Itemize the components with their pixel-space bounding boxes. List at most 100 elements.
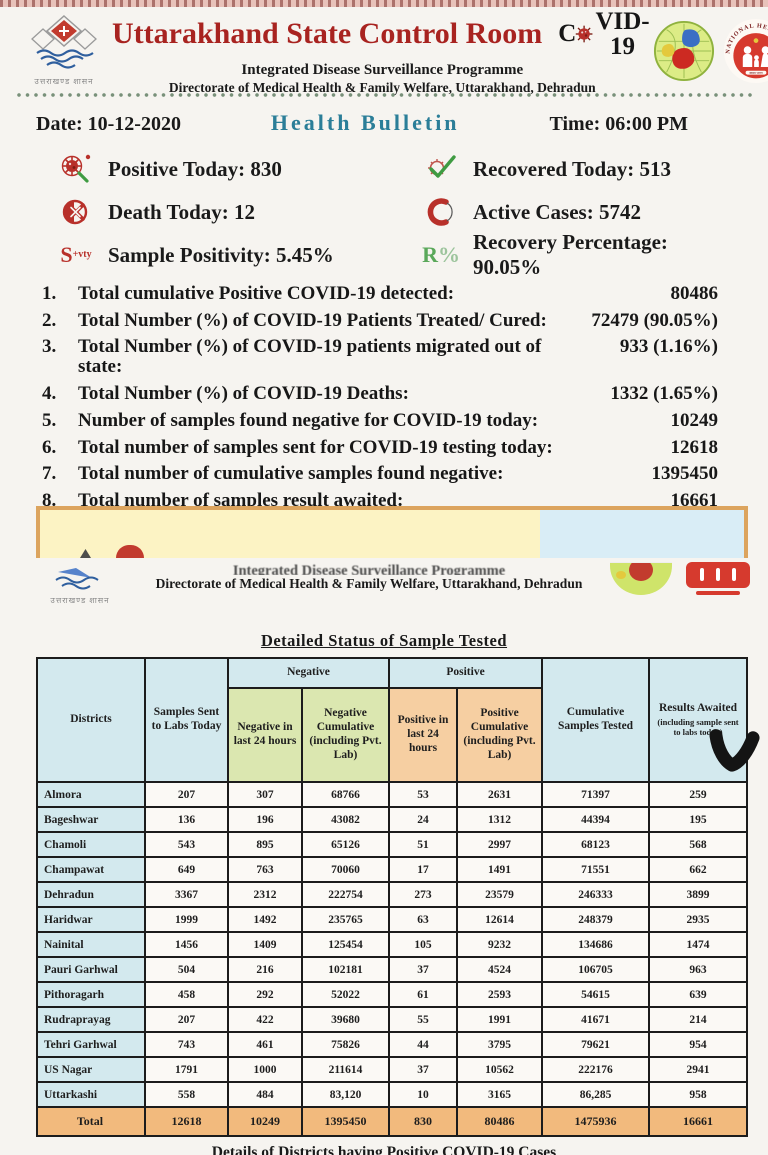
list-value: 72479 (90.05%) <box>591 309 718 331</box>
value-cell: 10562 <box>456 1056 544 1083</box>
list-item: 1. Total cumulative Positive COVID-19 det… <box>42 284 718 304</box>
value-cell: 51 <box>388 831 459 858</box>
value-cell: 248379 <box>541 906 651 933</box>
list-num: 3. <box>42 336 57 358</box>
list-num: 2. <box>42 309 57 331</box>
district-cell: Bageshwar <box>36 806 146 833</box>
value-cell: 196 <box>227 806 303 833</box>
list-text: Number of samples found negative for COV… <box>78 409 539 431</box>
value-cell: 68766 <box>300 781 391 808</box>
stat-value: 5742 <box>598 199 641 224</box>
col-header-cumulative: Cumulative Samples Tested <box>541 657 651 783</box>
value-cell: 246333 <box>541 881 651 908</box>
value-cell: 39680 <box>300 1006 391 1033</box>
stat-value: 90.05% <box>473 255 542 279</box>
stat-label: Recovered Today: <box>473 156 635 181</box>
list-item: 6. Total number of samples sent for COVID… <box>42 437 718 458</box>
value-cell: 71551 <box>541 856 651 883</box>
list-text: Total number of cumulative samples found… <box>78 463 504 485</box>
value-cell: 10 <box>388 1081 459 1108</box>
covid19-logo: C VID-19 <box>558 9 652 59</box>
value-cell: 558 <box>144 1081 229 1108</box>
value-cell: 259 <box>648 781 749 808</box>
value-cell: 12614 <box>456 906 544 933</box>
date-row: Date: 10-12-2020 Health Bulletin Time: 0… <box>36 110 728 136</box>
value-cell: 1474 <box>648 931 749 958</box>
page2-right-logos <box>610 562 750 595</box>
next-section-title-cut: Details of Districts having Positive COV… <box>211 1144 557 1155</box>
list-item: 7. Total number of cumulative samples fou… <box>42 464 718 484</box>
stat-recovery-percentage: R% Recovery Percentage: 90.05% <box>422 230 738 279</box>
value-cell: 65126 <box>300 831 391 858</box>
list-num: 7. <box>42 463 57 485</box>
value-cell: 763 <box>227 856 303 883</box>
stat-label: Active Cases: <box>473 199 594 224</box>
results-label: Results Awaited <box>659 702 738 715</box>
table-row: Almora 207 307 68766 53 2631 71397 259 <box>36 781 749 808</box>
district-cell: Rudraprayag <box>36 1006 146 1033</box>
value-cell: 83,120 <box>300 1081 391 1108</box>
district-cell: Champawat <box>36 856 146 883</box>
value-cell: 2631 <box>456 781 544 808</box>
list-item: 2. Total Number (%) of COVID-19 Patients … <box>42 309 718 331</box>
value-cell: 2312 <box>227 881 303 908</box>
stat-label: Sample Positivity: <box>108 242 271 267</box>
value-cell: 307 <box>227 781 303 808</box>
value-cell: 9232 <box>456 931 544 958</box>
list-text: Total Number (%) of COVID-19 patients mi… <box>78 336 542 378</box>
value-cell: 1000 <box>227 1056 303 1083</box>
list-text: Total number of samples result awaited: <box>78 490 404 512</box>
stat-label: Death Today: <box>108 199 229 224</box>
nhm-logo-cut <box>686 562 750 595</box>
table-title: Detailed Status of Sample Tested <box>260 631 508 650</box>
value-cell: 958 <box>648 1081 749 1108</box>
value-cell: 3899 <box>648 881 749 908</box>
header-subtitle-1: Integrated Disease Surveillance Programm… <box>241 61 524 78</box>
dotted-separator <box>16 92 752 99</box>
page2-header-titles: Integrated Disease Surveillance Programm… <box>146 562 592 592</box>
stat-death-today: Death Today: 12 <box>58 195 423 229</box>
value-cell: 70060 <box>300 856 391 883</box>
table-row: Haridwar 1999 1492 235765 63 12614 248379 2935 <box>36 906 749 933</box>
value-cell: 3367 <box>144 881 229 908</box>
value-cell: 1475936 <box>541 1106 651 1137</box>
value-cell: 649 <box>144 856 229 883</box>
list-value: 933 (1.16%) <box>619 336 718 358</box>
header-right-logos: NATIONAL HEALTH MISSION स्वस्थ भारत <box>653 18 768 84</box>
date-label: Date: 10-12-2020 <box>36 113 181 135</box>
value-cell: 2935 <box>648 906 749 933</box>
value-cell: 216 <box>227 956 303 983</box>
value-cell: 222176 <box>541 1056 651 1083</box>
uttarakhand-emblem-icon <box>31 14 97 69</box>
value-cell: 12618 <box>144 1106 229 1137</box>
value-cell: 75826 <box>300 1031 391 1058</box>
table-row: Bageshwar 136 196 43082 24 1312 44394 195 <box>36 806 749 833</box>
sample-positivity-icon: S +vty <box>60 242 92 267</box>
page2-subtitle-2: Directorate of Medical Health & Family W… <box>155 576 583 591</box>
bulletin-header: उत्तराखण्ड शासन Uttarakhand State Contro… <box>16 9 768 95</box>
value-cell: 743 <box>144 1031 229 1058</box>
value-cell: 44394 <box>541 806 651 833</box>
covid-suffix: VID-19 <box>595 7 650 60</box>
value-cell: 16661 <box>648 1106 749 1137</box>
band-logo-fragment <box>80 549 91 558</box>
value-cell: 17 <box>388 856 459 883</box>
list-item: 4. Total Number (%) of COVID-19 Deaths: 13… <box>42 384 718 404</box>
value-cell: 568 <box>648 831 749 858</box>
stat-value: 12 <box>234 199 256 224</box>
value-cell: 1491 <box>456 856 544 883</box>
value-cell: 1991 <box>456 1006 544 1033</box>
value-cell: 68123 <box>541 831 651 858</box>
value-cell: 106705 <box>541 956 651 983</box>
value-cell: 195 <box>648 806 749 833</box>
svg-text:स्वस्थ भारत: स्वस्थ भारत <box>749 71 762 75</box>
uttarakhand-emblem-logo: उत्तराखण्ड शासन <box>16 14 112 87</box>
table-header: Districts Samples Sent to Labs Today Neg… <box>36 657 749 783</box>
list-item: 5. Number of samples found negative for C… <box>42 409 718 431</box>
header-subtitle-2: Directorate of Medical Health & Family W… <box>168 79 596 95</box>
waves-icon <box>55 568 99 590</box>
list-value: 80486 <box>670 283 719 304</box>
table-total-row: Total 12618 10249 1395450 830 80486 1475936 166… <box>36 1106 749 1137</box>
value-cell: 53 <box>388 781 459 808</box>
district-cell: Nainital <box>36 931 146 958</box>
